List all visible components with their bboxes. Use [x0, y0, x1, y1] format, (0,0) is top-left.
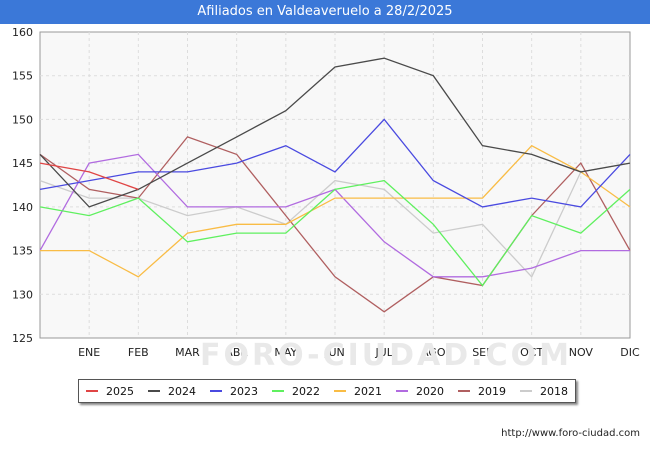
legend-swatch [458, 390, 470, 392]
legend-label: 2019 [478, 384, 506, 398]
legend-swatch [86, 390, 98, 392]
x-tick-label: NOV [569, 346, 594, 359]
x-tick-label: MAY [274, 346, 297, 359]
series-lines [39, 57, 631, 313]
legend-swatch [148, 390, 160, 392]
legend-swatch [396, 390, 408, 392]
legend-swatch [272, 390, 284, 392]
legend-label: 2022 [292, 384, 320, 398]
x-axis: ENE FEB MAR ABR MAY JUN JUL AGO SEP OCT NOV DIC [78, 346, 640, 359]
legend-item-2021: 2021 [334, 385, 382, 398]
x-tick-label: JUN [324, 346, 345, 359]
legend-swatch [520, 390, 532, 392]
line-chart: 125 130 135 140 145 150 155 160 ENE FEB MAR ABR MAY… [12, 26, 640, 359]
y-axis: 125 130 135 140 145 150 155 160 [12, 26, 33, 345]
legend-swatch [210, 390, 222, 392]
legend-item-2018: 2018 [520, 385, 568, 398]
series-line-2025 [39, 162, 139, 191]
x-tick-label: SEP [472, 346, 493, 359]
legend-item-2025: 2025 [86, 385, 134, 398]
series-line-2022 [39, 179, 631, 287]
x-tick-label: ABR [225, 346, 248, 359]
source-url: http://www.foro-ciudad.com [501, 428, 640, 439]
x-tick-label: JUL [374, 346, 393, 359]
x-tick-label: DIC [620, 346, 640, 359]
legend-swatch [334, 390, 346, 392]
y-tick-label: 135 [12, 245, 33, 258]
y-tick-label: 125 [12, 332, 33, 345]
legend: 2025 2024 2023 2022 2021 2020 2019 2018 [78, 379, 576, 403]
legend-label: 2024 [168, 384, 196, 398]
x-tick-label: FEB [128, 346, 149, 359]
y-tick-label: 140 [12, 201, 33, 214]
watermark: FORO-CIUDAD.COM [200, 338, 572, 373]
legend-item-2023: 2023 [210, 385, 258, 398]
series-line-2021 [40, 144, 631, 278]
x-tick-label: OCT [520, 346, 543, 359]
grid-lines [40, 32, 630, 338]
y-tick-label: 150 [12, 113, 33, 126]
y-tick-label: 145 [12, 157, 33, 170]
legend-item-2019: 2019 [458, 385, 506, 398]
legend-label: 2020 [416, 384, 444, 398]
chart-title: Afiliados en Valdeaveruelo a 28/2/2025 [0, 0, 650, 24]
x-tick-label: ENE [78, 346, 100, 359]
y-tick-label: 160 [12, 26, 33, 39]
legend-label: 2025 [106, 384, 134, 398]
y-tick-label: 155 [12, 70, 33, 83]
legend-item-2020: 2020 [396, 385, 444, 398]
x-tick-label: AGO [421, 346, 446, 359]
legend-label: 2018 [540, 384, 568, 398]
legend-label: 2021 [354, 384, 382, 398]
x-tick-label: MAR [175, 346, 200, 359]
legend-label: 2023 [230, 384, 258, 398]
legend-item-2024: 2024 [148, 385, 196, 398]
y-tick-label: 130 [12, 288, 33, 301]
series-line-2023 [39, 118, 631, 208]
legend-item-2022: 2022 [272, 385, 320, 398]
